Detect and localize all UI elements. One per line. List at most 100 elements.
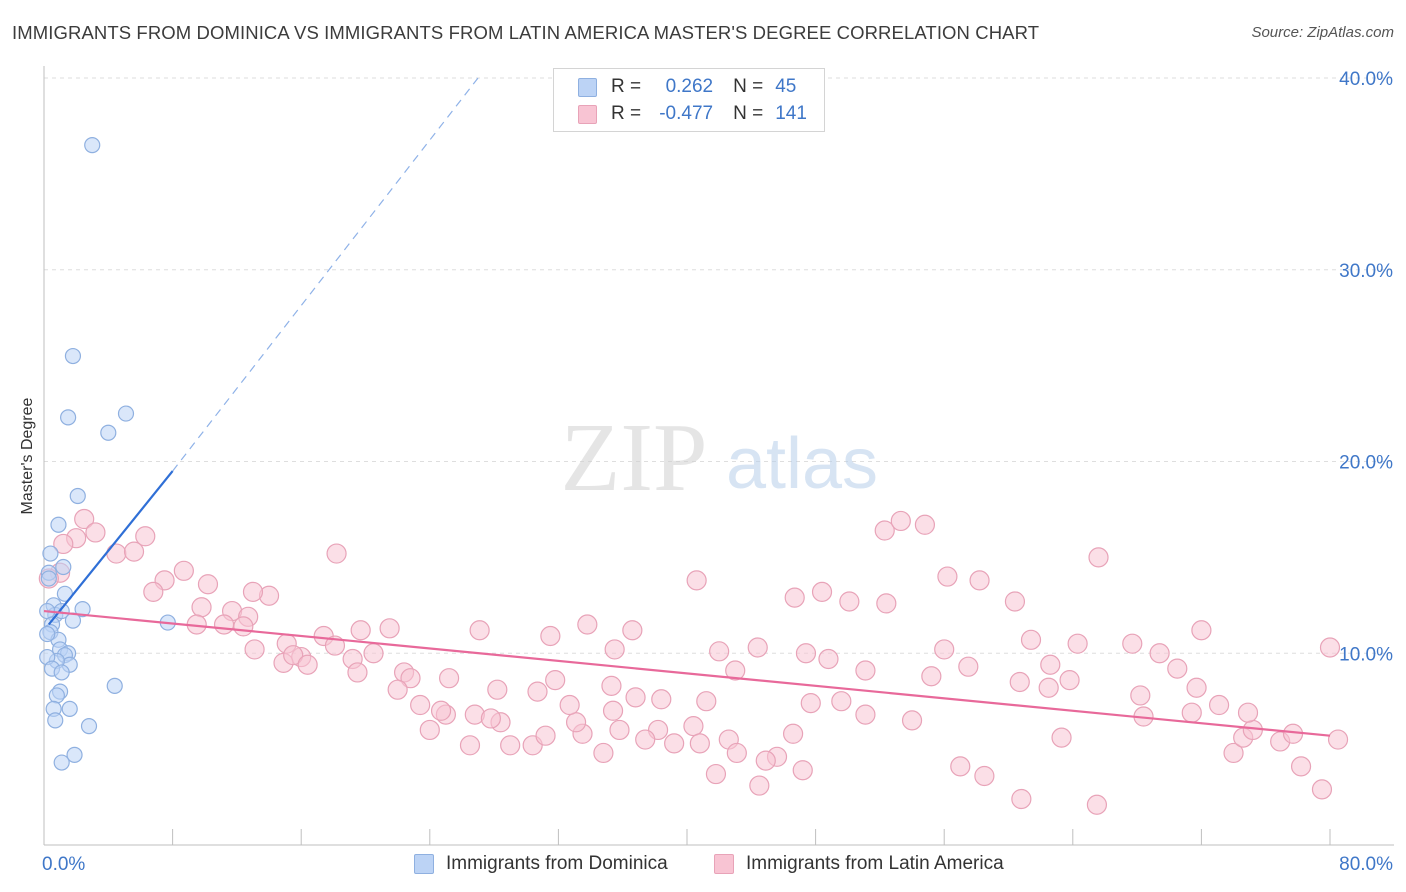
legend-swatch-latin-america — [578, 104, 597, 124]
latin-america-point — [604, 639, 625, 660]
legend-row-dominica: R = 0.262 N = 45 — [578, 75, 796, 99]
latin-america-point — [1038, 677, 1059, 698]
latin-america-point — [1167, 658, 1188, 679]
latin-america-point — [233, 616, 254, 637]
latin-america-point — [784, 587, 805, 608]
y-tick-label: 10.0% — [1339, 644, 1393, 665]
legend-n-value: 141 — [775, 103, 807, 124]
latin-america-point — [914, 514, 936, 535]
dominica-point — [66, 746, 83, 763]
dominica-point — [48, 687, 65, 704]
dominica-point — [117, 405, 135, 422]
latin-america-point — [540, 625, 561, 647]
latin-america-point — [686, 570, 707, 591]
latin-america-point — [1088, 547, 1109, 568]
latin-america-point — [173, 560, 194, 581]
latin-america-point — [410, 694, 431, 716]
latin-america-point — [934, 639, 955, 660]
latin-america-point — [749, 775, 770, 796]
latin-america-point — [74, 508, 95, 530]
latin-america-point — [565, 712, 587, 733]
latin-america-point — [969, 570, 990, 591]
latin-america-point — [1020, 629, 1042, 650]
legend-n-label: N = — [733, 103, 764, 124]
latin-america-point — [901, 710, 923, 731]
latin-america-point — [795, 643, 817, 664]
latin-america-point — [85, 522, 106, 543]
latin-america-point — [1040, 654, 1061, 675]
latin-america-point — [469, 620, 490, 641]
bottom-legend-swatch-dominica — [414, 854, 434, 874]
bottom-legend-dominica[interactable]: Immigrants from Dominica — [414, 852, 668, 876]
dominica-point — [39, 625, 56, 643]
legend-swatch-dominica — [578, 77, 597, 97]
latin-america-point — [438, 668, 460, 689]
latin-america-point — [379, 618, 400, 639]
latin-america-trend-line — [43, 609, 1331, 737]
latin-america-point — [950, 756, 971, 777]
latin-america-point — [387, 679, 408, 700]
latin-america-point — [1130, 685, 1151, 706]
latin-america-point — [800, 693, 821, 714]
bottom-legend-latin-america[interactable]: Immigrants from Latin America — [714, 852, 1004, 876]
latin-america-point — [921, 666, 942, 687]
latin-america-point — [705, 763, 727, 785]
latin-america-point — [350, 620, 371, 641]
tick-labels: 10.0% 20.0% 30.0% 40.0% 0.0% 80.0% — [42, 69, 1393, 875]
latin-america-point — [1067, 633, 1088, 654]
latin-america-point — [1011, 788, 1032, 810]
latin-america-point — [191, 597, 212, 618]
bottom-legend-label-latin-america: Immigrants from Latin America — [746, 853, 1004, 874]
latin-america-point — [123, 541, 145, 562]
chart-title: IMMIGRANTS FROM DOMINICA VS IMMIGRANTS F… — [12, 22, 1040, 43]
latin-america-point — [106, 543, 127, 564]
latin-america-point — [622, 620, 643, 641]
y-tick-label: 40.0% — [1339, 69, 1393, 90]
dominica-point — [40, 570, 57, 587]
latin-america-point — [1051, 727, 1072, 748]
latin-america-point — [1122, 633, 1143, 654]
latin-america-point — [855, 704, 876, 725]
latin-america-point — [696, 691, 717, 712]
dominica-point — [64, 347, 82, 365]
latin-america-point — [874, 520, 895, 541]
stats-legend: R = 0.262 N = 45 R = -0.477 N = 141 — [553, 68, 825, 132]
latin-america-point — [725, 660, 746, 681]
latin-america-point — [651, 689, 672, 710]
dominica-point — [47, 712, 64, 729]
legend-n-value: 45 — [775, 76, 797, 97]
watermark-atlas: atlas — [726, 424, 878, 504]
dominica-point — [53, 754, 70, 771]
latin-america-point — [664, 733, 685, 754]
latin-america-point — [297, 654, 318, 675]
latin-america-point — [792, 760, 813, 781]
latin-america-point — [283, 645, 304, 666]
latin-america-point — [937, 566, 958, 587]
watermark: ZIP atlas — [561, 404, 879, 512]
latin-america-point — [577, 614, 598, 635]
watermark-zip: ZIP — [561, 404, 708, 512]
latin-america-point — [689, 733, 710, 754]
legend-r-label: R = — [611, 76, 642, 97]
latin-america-point — [726, 742, 747, 764]
latin-america-point — [839, 591, 860, 612]
latin-america-point — [1191, 620, 1212, 641]
latin-america-point — [487, 679, 508, 700]
latin-america-point — [855, 660, 876, 681]
dominica-point — [100, 424, 117, 441]
latin-america-point — [890, 510, 911, 532]
latin-america-point — [197, 574, 219, 595]
axes — [43, 66, 1394, 846]
latin-america-point — [324, 635, 346, 656]
trend-lines — [43, 77, 1331, 737]
latin-america-point — [326, 543, 347, 564]
latin-america-point — [242, 581, 264, 602]
y-tick-label: 30.0% — [1339, 261, 1393, 282]
legend-r-value: 0.262 — [665, 76, 714, 97]
latin-america-point — [1059, 669, 1080, 691]
latin-america-point — [625, 687, 646, 708]
latin-america-point — [635, 729, 656, 750]
latin-america-point — [363, 643, 384, 664]
latin-america-point — [1237, 702, 1259, 723]
